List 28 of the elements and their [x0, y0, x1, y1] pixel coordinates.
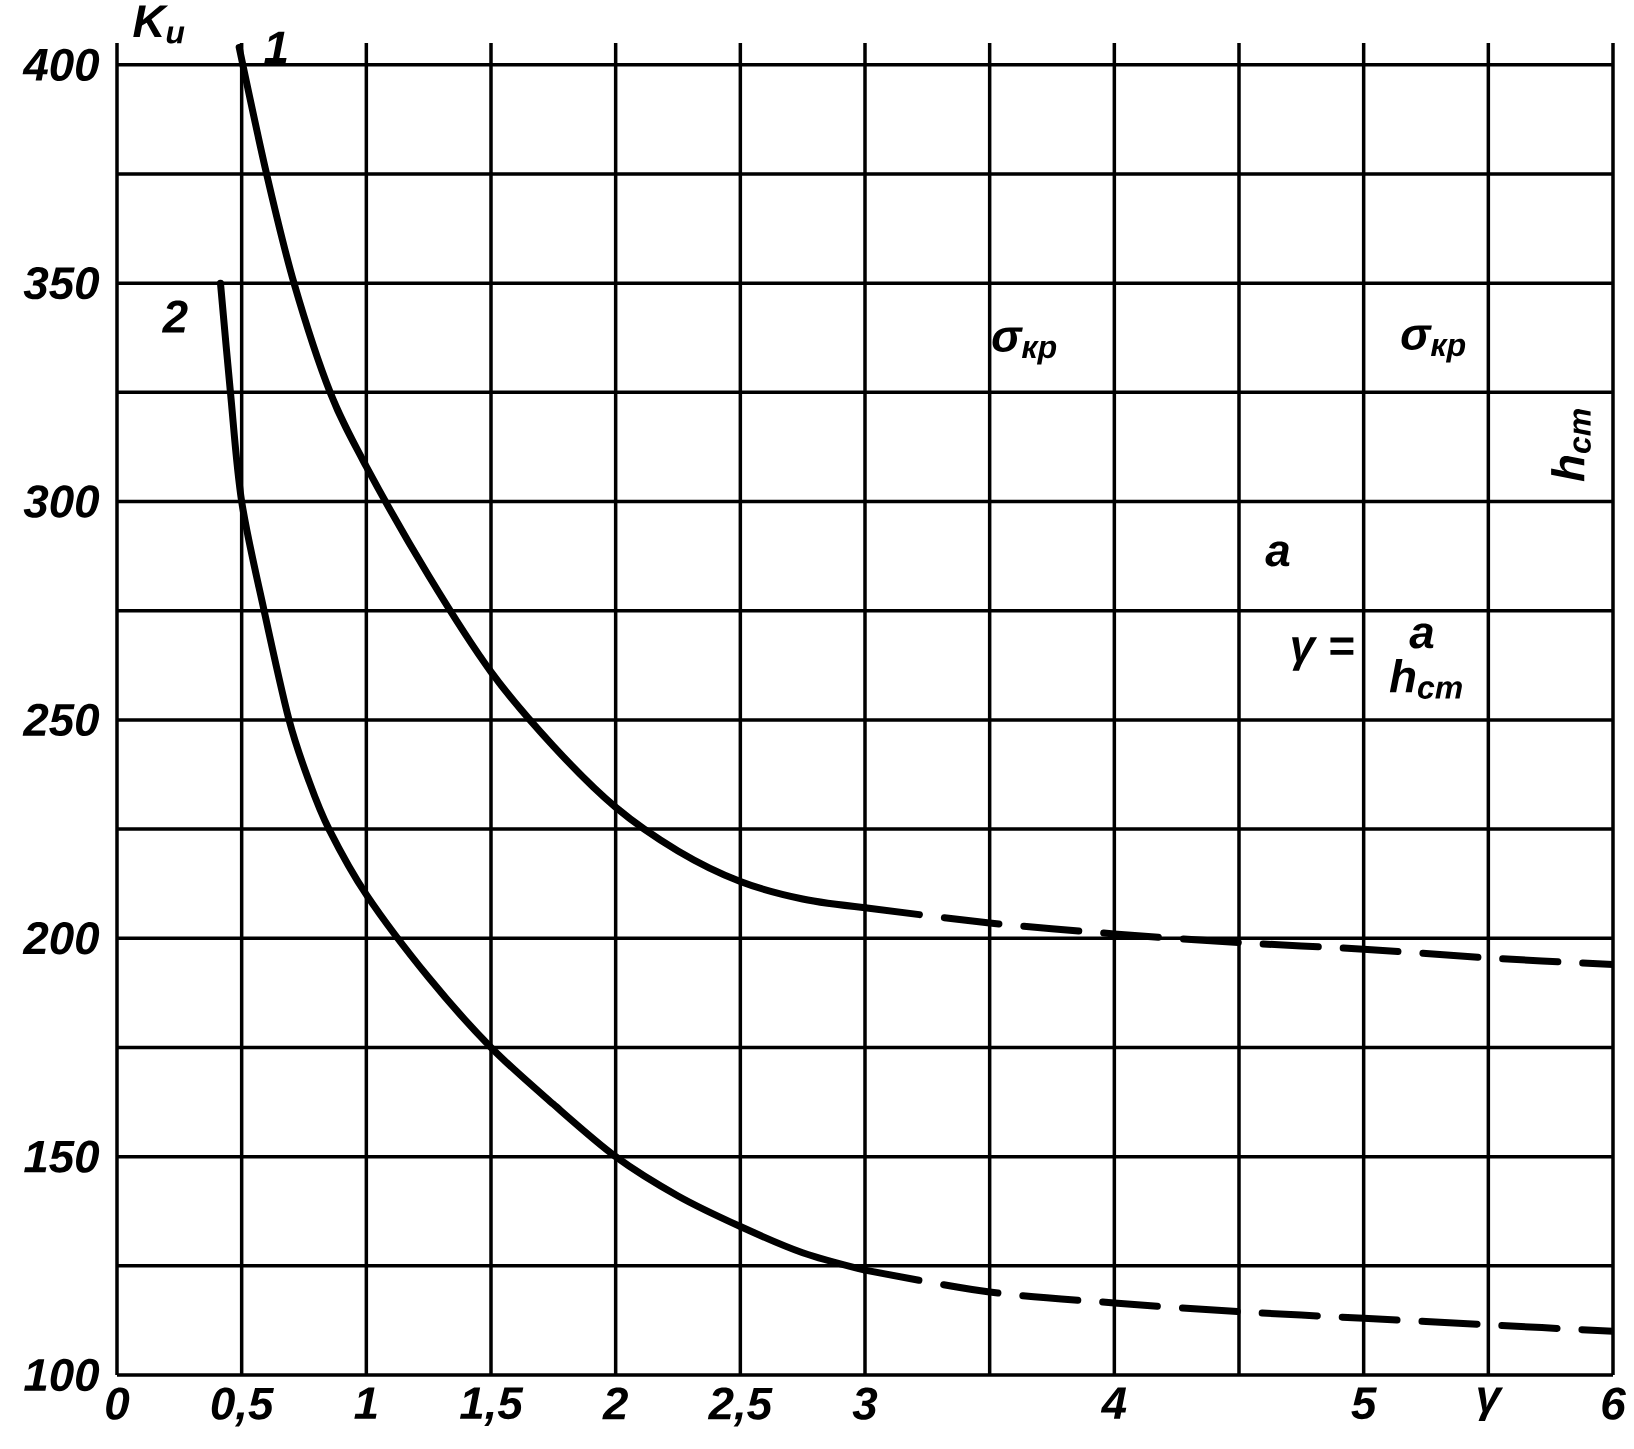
y-tick-label: 350 [23, 266, 100, 300]
x-tick-label: 2 [602, 1387, 628, 1420]
x-tick-label: 3 [852, 1387, 878, 1420]
series-label: 2 [161, 300, 188, 333]
y-tick-label: 400 [22, 48, 100, 81]
x-tick-label: 2,5 [707, 1387, 773, 1427]
x-axis-title: γ [1478, 1387, 1504, 1422]
annotation: γ = [1292, 637, 1354, 671]
annotation: a [1265, 541, 1290, 567]
annotation: a [1409, 623, 1434, 649]
annotation: h$_{ст}$ [1389, 659, 1462, 699]
x-tick-label: 1 [354, 1387, 377, 1419]
x-tick-label: 5 [1351, 1387, 1377, 1420]
annotation: σ$_{кр}$ [1401, 325, 1466, 363]
annotation: σ$_{кр}$ [992, 327, 1057, 365]
x-tick-label: 4 [1100, 1387, 1127, 1419]
series-label: 1 [264, 31, 287, 64]
x-tick-label: 0,5 [211, 1387, 274, 1427]
y-tick-label: 150 [24, 1140, 100, 1173]
y-tick-label: 200 [22, 922, 100, 955]
x-tick-label: 1,5 [459, 1387, 524, 1426]
y-tick-label: 300 [23, 485, 100, 518]
y-axis-title: K$_{и}$ [133, 5, 185, 44]
x-tick-label: 0 [106, 1387, 130, 1420]
annotation: h$_{ст}$ [1551, 409, 1591, 482]
y-tick-label: 250 [22, 703, 100, 737]
x-tick-label: 6 [1602, 1387, 1626, 1420]
y-tick-label: 100 [24, 1358, 100, 1392]
